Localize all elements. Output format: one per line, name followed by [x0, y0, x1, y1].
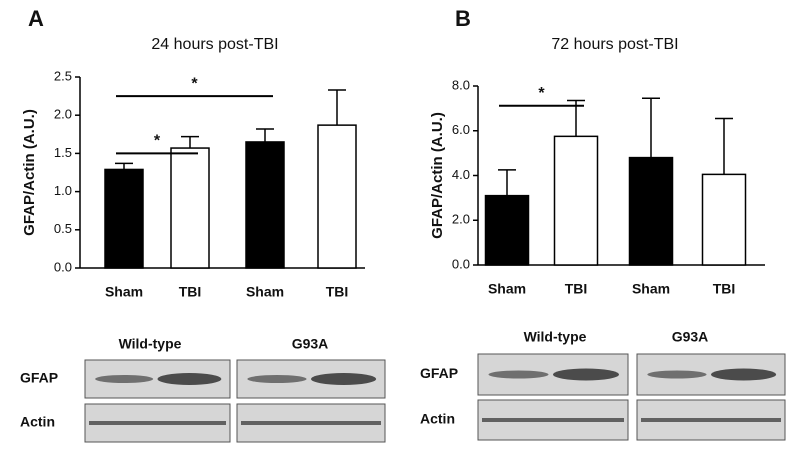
blot-row-label: GFAP [20, 370, 58, 386]
y-tick-label: 8.0 [452, 77, 470, 92]
x-tick-label: TBI [565, 281, 588, 297]
blot-band [641, 418, 781, 422]
bar [628, 156, 674, 266]
y-tick-label: 2.0 [452, 212, 470, 227]
blot-band [482, 418, 624, 422]
panel-label: A [28, 6, 44, 31]
y-tick-label: 0.0 [54, 259, 72, 274]
y-axis-label: GFAP/Actin (A.U.) [429, 112, 446, 239]
blot-band [95, 375, 154, 383]
blot-row-label: Actin [420, 411, 455, 427]
x-tick-label: TBI [179, 284, 202, 300]
blot-band [711, 368, 777, 381]
blot-band [647, 370, 707, 379]
x-tick-label: Sham [246, 284, 284, 300]
y-tick-label: 6.0 [452, 122, 470, 137]
x-tick-label: Sham [105, 284, 143, 300]
blot-group-label: G93A [672, 329, 709, 345]
blot-band [157, 373, 222, 385]
bar [484, 194, 530, 266]
y-tick-label: 1.5 [54, 145, 72, 160]
bar [245, 141, 285, 269]
bar [170, 147, 210, 269]
y-tick-label: 4.0 [452, 167, 470, 182]
blot-group-label: Wild-type [524, 329, 587, 345]
y-axis-label: GFAP/Actin (A.U.) [21, 109, 38, 236]
bar [104, 168, 144, 269]
bar [317, 124, 357, 269]
bar [701, 173, 747, 266]
blot-band [89, 421, 226, 425]
blot-band [311, 373, 377, 385]
chart-title: 24 hours post-TBI [151, 36, 278, 53]
x-tick-label: Sham [488, 281, 526, 297]
blot-band [247, 375, 307, 383]
chart-title: 72 hours post-TBI [551, 36, 678, 53]
y-tick-label: 0.5 [54, 221, 72, 236]
x-tick-label: TBI [326, 284, 349, 300]
y-tick-label: 0.0 [452, 256, 470, 271]
y-tick-label: 1.0 [54, 183, 72, 198]
x-tick-label: TBI [713, 281, 736, 297]
blot-group-label: G93A [292, 336, 329, 352]
significance-label: * [154, 133, 161, 150]
y-tick-label: 2.0 [54, 107, 72, 122]
panel-label: B [455, 6, 471, 31]
significance-label: * [191, 75, 198, 92]
blot-group-label: Wild-type [119, 336, 182, 352]
blot-band [553, 368, 619, 381]
blot-band [488, 370, 549, 379]
x-tick-label: Sham [632, 281, 670, 297]
blot-row-label: GFAP [420, 365, 458, 381]
bar [553, 135, 599, 266]
y-tick-label: 2.5 [54, 68, 72, 83]
blot-row-label: Actin [20, 414, 55, 430]
blot-band [241, 421, 381, 425]
significance-label: * [538, 85, 545, 102]
